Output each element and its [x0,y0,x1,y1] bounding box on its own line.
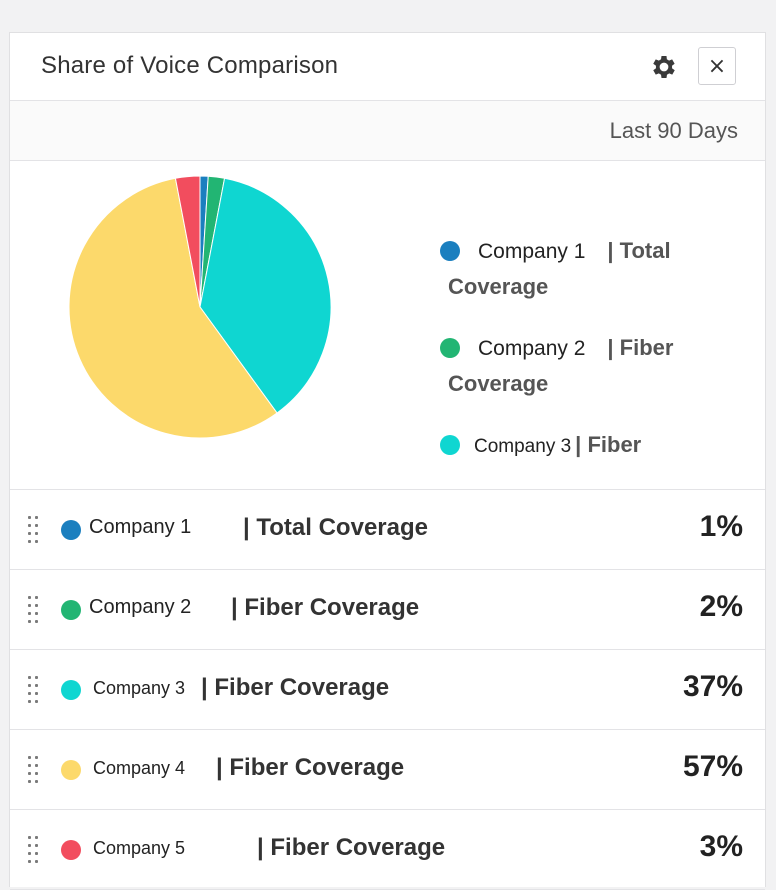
gear-icon[interactable] [649,52,679,82]
pie-slice-company-5[interactable] [174,175,201,308]
color-dot [61,600,81,620]
drag-handle-icon[interactable] [28,516,42,544]
row-coverage-label: | Fiber Coverage [216,754,405,781]
share-of-voice-widget: Share of Voice Comparison × Last 90 Days… [9,32,766,890]
widget-title: Share of Voice Comparison [41,52,339,79]
list-item-company-2[interactable]: Company 2 | Fiber Coverage 2% [10,570,765,650]
row-percentage: 1% [699,510,743,543]
legend-name: Company 2 [478,337,586,360]
legend-type-line2: Coverage [448,371,549,396]
close-icon: × [707,53,727,79]
color-dot [61,680,81,700]
legend-separator: | [607,335,614,360]
date-range-bar: Last 90 Days [10,101,765,161]
drag-handle-icon[interactable] [28,676,42,704]
close-button[interactable]: × [698,47,736,85]
row-percentage: 37% [682,670,743,703]
row-company-name: Company 1 [89,516,192,538]
drag-handle-icon[interactable] [28,756,42,784]
legend-name: Company 1 [478,240,586,263]
color-dot [61,520,81,540]
legend-type: Fiber [587,432,642,457]
row-company-name: Company 5 [93,838,186,858]
legend-dot [440,435,460,455]
row-coverage-label: | Total Coverage [243,514,428,541]
drag-handle-icon[interactable] [28,836,42,864]
legend-item-company-1[interactable]: Company 1 | Total Coverage [440,233,740,304]
pie-slice-company-3[interactable] [199,177,332,414]
row-company-name: Company 2 [89,596,192,618]
row-coverage-label: | Fiber Coverage [201,674,390,701]
legend-name: Company 3 [474,436,572,457]
row-coverage-label: | Fiber Coverage [231,594,420,621]
legend-separator: | [607,238,614,263]
legend-separator: | [575,432,582,457]
legend-dot [440,241,460,261]
breakdown-list: Company 1 | Total Coverage 1% Company 2 … [10,490,765,890]
list-item-company-5[interactable]: Company 5 | Fiber Coverage 3% [10,810,765,890]
row-percentage: 57% [682,750,743,783]
color-dot [61,840,81,860]
color-dot [61,760,81,780]
chart-legend: Company 1 | Total Coverage Company 2 | Fib… [440,233,740,490]
row-company-name: Company 4 [93,758,186,778]
legend-item-company-3[interactable]: Company 3 | Fiber [440,427,740,464]
legend-item-company-2[interactable]: Company 2 | Fiber Coverage [440,330,740,401]
legend-type-line2: Coverage [448,274,549,299]
list-item-company-1[interactable]: Company 1 | Total Coverage 1% [10,490,765,570]
row-percentage: 3% [699,830,743,863]
list-item-company-4[interactable]: Company 4 | Fiber Coverage 57% [10,730,765,810]
date-range-label[interactable]: Last 90 Days [609,118,738,143]
legend-type: Fiber [619,335,674,360]
row-percentage: 2% [699,590,743,623]
list-item-company-3[interactable]: Company 3 | Fiber Coverage 37% [10,650,765,730]
legend-dot [440,338,460,358]
widget-header: Share of Voice Comparison × [10,33,765,101]
row-company-name: Company 3 [93,678,186,698]
legend-type: Total [619,238,671,263]
drag-handle-icon[interactable] [28,596,42,624]
row-coverage-label: | Fiber Coverage [257,834,446,861]
pie-chart [68,175,332,439]
pie-slice-company-4[interactable] [68,177,278,439]
chart-area: Company 1 | Total Coverage Company 2 | Fib… [10,161,765,490]
